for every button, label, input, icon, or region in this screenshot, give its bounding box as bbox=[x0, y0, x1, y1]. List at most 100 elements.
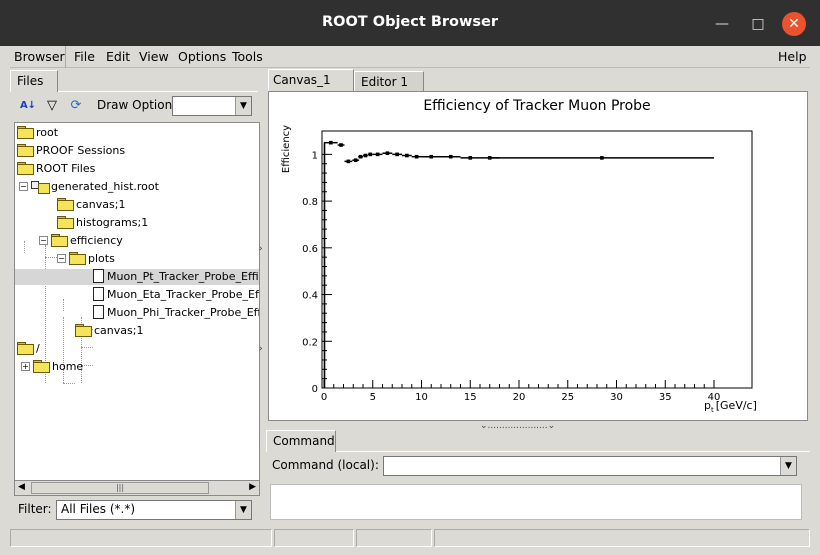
folder-icon bbox=[33, 360, 50, 373]
tab-files[interactable]: Files bbox=[10, 70, 58, 92]
data-point bbox=[429, 154, 434, 159]
x-axis-label-sub: t bbox=[711, 406, 714, 414]
sort-az-icon[interactable]: A↓ bbox=[19, 100, 37, 111]
data-point bbox=[358, 154, 363, 159]
refresh-icon[interactable]: ⟳ bbox=[70, 98, 82, 113]
splitter-arrow-icon[interactable]: › bbox=[259, 344, 263, 354]
scroll-thumb[interactable]: ||| bbox=[31, 482, 209, 494]
status-cell bbox=[356, 529, 432, 547]
minimize-icon[interactable]: — bbox=[715, 16, 729, 32]
menu-browser[interactable]: Browser bbox=[14, 49, 65, 64]
tab-command[interactable]: Command bbox=[266, 430, 336, 452]
x-axis-label: pt [GeV/c] bbox=[704, 399, 757, 414]
status-cell bbox=[274, 529, 354, 547]
tree-node-root-files[interactable]: ROOT Files bbox=[17, 161, 95, 177]
menu-edit[interactable]: Edit bbox=[106, 49, 131, 64]
data-point bbox=[385, 151, 390, 155]
root-canvas[interactable]: Efficiency of Tracker Muon Probe 0 0.2 0.4… bbox=[268, 91, 808, 421]
folder-icon bbox=[17, 126, 34, 139]
plot-frame bbox=[321, 130, 753, 389]
tab-baseline bbox=[336, 451, 810, 452]
tree-line bbox=[63, 317, 64, 383]
file-browser-panel: Files A↓ ▽ ⟳ Draw Option: ▼ root bbox=[10, 68, 260, 525]
x-tick-label: 40 bbox=[708, 392, 721, 403]
command-input[interactable]: ▼ bbox=[383, 456, 797, 476]
tree-node-home[interactable]: + home bbox=[21, 360, 84, 373]
splitter-handle[interactable]: ⌄.....................⌄ bbox=[480, 421, 556, 431]
folder-icon bbox=[57, 216, 74, 229]
tab-canvas-1[interactable]: Canvas_1✕ bbox=[268, 69, 354, 105]
tab-baseline bbox=[58, 91, 258, 92]
y-tick-label: 0.4 bbox=[302, 291, 318, 302]
data-point bbox=[346, 159, 351, 164]
menu-separator bbox=[65, 46, 66, 68]
data-point bbox=[363, 153, 368, 158]
folder-open-icon bbox=[51, 234, 68, 247]
x-tick-label: 20 bbox=[513, 392, 526, 403]
tab-editor-1[interactable]: Editor 1✕ bbox=[354, 71, 424, 107]
chart-title: Efficiency of Tracker Muon Probe bbox=[423, 98, 650, 114]
tree-line bbox=[24, 241, 25, 253]
tree-line bbox=[63, 299, 64, 311]
collapse-icon[interactable]: − bbox=[39, 236, 48, 245]
menu-view[interactable]: View bbox=[139, 49, 169, 64]
tree-node-slash[interactable]: / bbox=[17, 341, 40, 357]
y-tick-label: 0.2 bbox=[302, 337, 318, 348]
tree-line bbox=[81, 365, 93, 366]
folder-open-icon bbox=[17, 342, 34, 355]
data-point bbox=[339, 143, 343, 147]
x-tick-label: 25 bbox=[561, 392, 574, 403]
tree-hscrollbar[interactable]: ◀ ||| ▶ bbox=[14, 480, 260, 496]
draw-option-label: Draw Option: bbox=[97, 98, 177, 112]
folder-icon bbox=[17, 144, 34, 157]
tree-line bbox=[63, 383, 75, 384]
menu-tools[interactable]: Tools bbox=[232, 49, 263, 64]
chevron-down-icon[interactable]: ▼ bbox=[780, 457, 797, 475]
scroll-right-icon[interactable]: ▶ bbox=[249, 482, 256, 492]
data-point bbox=[375, 152, 380, 157]
tree-node-muon-pt[interactable]: Muon_Pt_Tracker_Probe_Effici bbox=[15, 269, 259, 285]
splitter-arrow-icon[interactable]: › bbox=[259, 244, 263, 254]
expand-icon[interactable]: + bbox=[21, 362, 30, 371]
chevron-down-icon[interactable]: ▼ bbox=[235, 97, 252, 115]
collapse-icon[interactable]: − bbox=[57, 254, 66, 263]
tree-node-generated-hist[interactable]: − generated_hist.root bbox=[19, 179, 159, 194]
tree-node-canvas[interactable]: canvas;1 bbox=[57, 197, 125, 213]
scroll-left-icon[interactable]: ◀ bbox=[18, 482, 25, 492]
close-icon[interactable]: ✕ bbox=[782, 12, 806, 36]
tree-node-histograms[interactable]: histograms;1 bbox=[57, 215, 148, 231]
tree-node-efficiency[interactable]: − efficiency bbox=[39, 234, 123, 247]
histogram-file-icon bbox=[93, 305, 104, 319]
data-point bbox=[448, 154, 453, 159]
folder-open-icon bbox=[17, 162, 34, 175]
root-file-icon bbox=[31, 179, 50, 194]
x-tick-label: 10 bbox=[415, 392, 428, 403]
tree-node-plots[interactable]: − plots bbox=[57, 252, 115, 265]
status-bar bbox=[10, 529, 810, 547]
folder-open-icon bbox=[69, 252, 86, 265]
menu-options[interactable]: Options bbox=[178, 49, 227, 64]
efficiency-plot[interactable]: Efficiency of Tracker Muon Probe 0 0.2 0.4… bbox=[269, 92, 807, 420]
tree-node-proof-sessions[interactable]: PROOF Sessions bbox=[17, 143, 125, 159]
tree-node-canvas-2[interactable]: canvas;1 bbox=[75, 323, 143, 339]
filter-combo[interactable]: All Files (*.*) ▼ bbox=[56, 500, 252, 520]
tree-line bbox=[81, 347, 93, 348]
chevron-down-icon[interactable]: ▼ bbox=[235, 501, 252, 519]
data-point bbox=[368, 152, 373, 157]
menu-help[interactable]: Help bbox=[778, 49, 807, 64]
command-output bbox=[270, 484, 802, 520]
tree-node-root[interactable]: root bbox=[17, 125, 58, 141]
tree-node-muon-phi[interactable]: Muon_Phi_Tracker_Probe_Effic bbox=[93, 305, 259, 321]
filter-icon[interactable]: ▽ bbox=[47, 98, 57, 113]
maximize-icon[interactable]: □ bbox=[751, 16, 765, 32]
collapse-icon[interactable]: − bbox=[19, 182, 28, 191]
tree-node-muon-eta[interactable]: Muon_Eta_Tracker_Probe_Effic bbox=[93, 287, 259, 303]
histogram-file-icon bbox=[93, 269, 104, 283]
tree-line bbox=[81, 317, 82, 383]
draw-option-combo[interactable]: ▼ bbox=[172, 96, 252, 116]
canvas-panel: Canvas_1✕ Editor 1✕ Efficiency of Tracke… bbox=[266, 68, 810, 525]
menu-file[interactable]: File bbox=[74, 49, 95, 64]
y-tick-label: 0.8 bbox=[302, 197, 318, 208]
x-tick-label: 30 bbox=[610, 392, 623, 403]
title-bar: ROOT Object Browser — □ ✕ bbox=[0, 0, 820, 46]
